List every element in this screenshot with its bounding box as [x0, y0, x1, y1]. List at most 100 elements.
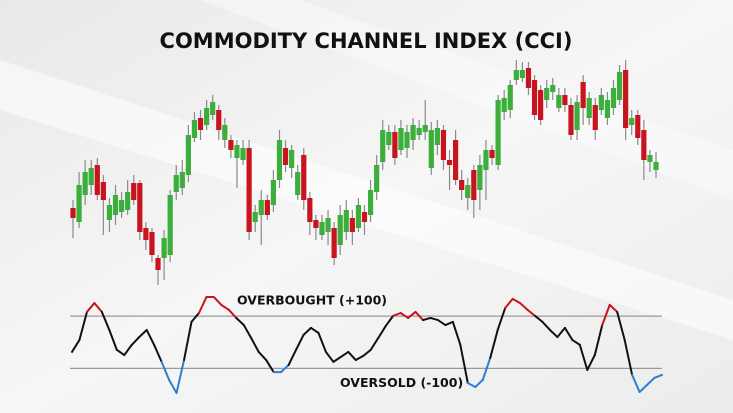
candle-body — [179, 172, 185, 188]
candle-body — [258, 200, 264, 215]
cci-segment — [653, 373, 663, 379]
cci-segment — [377, 325, 387, 340]
candle-body — [495, 100, 501, 165]
candle-body — [623, 70, 629, 128]
cci-segment — [78, 310, 88, 341]
cci-segment — [563, 326, 574, 341]
candle-body — [197, 118, 204, 130]
background-streak — [200, 0, 733, 200]
candle-body — [355, 205, 362, 228]
candle-body — [361, 212, 368, 222]
candle-body — [531, 80, 538, 115]
candle-body — [70, 208, 76, 218]
candle-body — [404, 132, 410, 148]
candle-body — [216, 110, 222, 130]
cci-segment — [138, 328, 148, 339]
candle-body — [629, 118, 635, 125]
candle-body — [204, 108, 210, 125]
cci-segment — [548, 328, 559, 339]
candle-body — [112, 195, 119, 215]
candle-body — [550, 85, 556, 92]
cci-segment — [347, 350, 357, 362]
candle-body — [380, 130, 386, 162]
candle-body — [295, 172, 301, 195]
candle-body — [513, 70, 519, 80]
cci-segment — [556, 326, 566, 339]
cci-segment — [309, 326, 320, 334]
candle-body — [386, 132, 392, 145]
candle-body — [100, 182, 106, 200]
cci-segment — [153, 343, 163, 363]
cci-segment — [183, 320, 193, 362]
candle-body — [610, 88, 617, 108]
candle-body — [489, 150, 495, 158]
candle-body — [349, 218, 355, 232]
candle-body — [137, 183, 143, 232]
cci-segment — [414, 310, 425, 322]
candle-body — [270, 180, 277, 205]
cci-segment — [392, 312, 402, 317]
cci-segment — [451, 320, 462, 346]
candle-body — [76, 185, 82, 222]
cci-segment — [511, 297, 522, 305]
candle-body — [544, 88, 550, 100]
candle-body — [289, 150, 295, 168]
cci-segment — [257, 350, 268, 362]
cci-segment — [130, 336, 141, 346]
candle-body — [477, 165, 483, 190]
candle-body — [118, 200, 125, 212]
candle-body — [507, 85, 513, 110]
cci-segment — [362, 348, 372, 357]
cci-segment — [474, 378, 484, 388]
candle-body — [452, 140, 459, 180]
candle-body — [222, 125, 228, 140]
cci-segment — [399, 312, 410, 319]
cci-segment — [481, 356, 492, 381]
cci-segment — [250, 337, 260, 353]
cci-segment — [235, 316, 245, 327]
cci-segment — [160, 360, 171, 381]
candle-body — [422, 125, 428, 132]
cci-segment — [578, 343, 589, 371]
candle-body — [337, 215, 343, 245]
candle-body — [398, 128, 404, 150]
cci-segment — [504, 297, 514, 310]
candle-body — [416, 128, 422, 135]
candle-body — [319, 222, 325, 235]
candle-body — [440, 130, 447, 160]
candle-body — [586, 98, 592, 118]
candle-body — [88, 168, 94, 185]
cci-segment — [601, 303, 611, 327]
candle-body — [592, 105, 598, 130]
candle-body — [392, 132, 398, 158]
candle-body — [313, 220, 319, 228]
candle-body — [143, 228, 149, 240]
cci-segment — [384, 314, 395, 328]
candle-body — [598, 95, 604, 110]
candle-body — [82, 172, 88, 195]
cci-segment — [302, 326, 312, 336]
candle-body — [185, 135, 191, 175]
cci-segment — [190, 312, 200, 323]
candle-body — [343, 210, 349, 232]
cci-segment — [108, 328, 118, 351]
candle-body — [94, 165, 100, 195]
candle-body — [367, 190, 374, 215]
candle-body — [246, 148, 252, 232]
cci-segment — [168, 378, 178, 394]
candle-body — [282, 148, 289, 165]
candle-body — [556, 95, 562, 108]
candle-body — [234, 145, 240, 158]
candle-body — [149, 232, 155, 255]
cci-segment — [459, 343, 469, 385]
cci-segment — [295, 333, 305, 351]
candle-body — [173, 175, 179, 192]
candle-body — [125, 192, 131, 210]
cci-segment — [444, 320, 454, 327]
candle-body — [580, 82, 586, 108]
candle-body — [428, 130, 434, 168]
candle-body — [647, 155, 653, 162]
cci-segment — [242, 324, 253, 340]
cci-segment — [631, 373, 641, 393]
